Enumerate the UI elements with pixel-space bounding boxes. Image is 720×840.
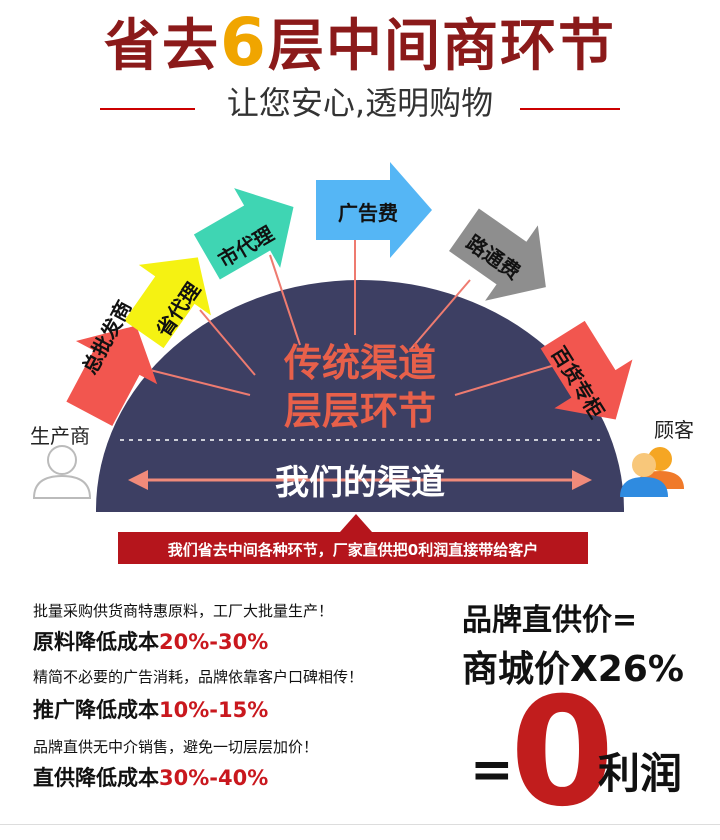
arrow-wholesaler bbox=[66, 325, 158, 427]
savings-desc-1: 批量采购供货商特惠原料，工厂大批量生产！ bbox=[33, 602, 334, 620]
arrow-provincial-agent bbox=[124, 257, 211, 349]
formula-line2: 商城价X26% bbox=[462, 649, 684, 690]
subtitle-wrap: 让您安心,透明购物 bbox=[100, 78, 620, 128]
traditional-line1: 传统渠道 bbox=[283, 341, 436, 385]
savings-pct-3: 30%-40% bbox=[159, 766, 269, 790]
arrow-city-agent bbox=[193, 188, 294, 280]
page-subtitle: 让您安心,透明购物 bbox=[226, 84, 494, 122]
dome bbox=[96, 280, 624, 512]
connector-lines bbox=[149, 240, 556, 396]
arrow-department-store bbox=[540, 320, 633, 420]
profit-label: 利润 bbox=[598, 749, 683, 798]
arrow-ad-fee bbox=[316, 162, 432, 258]
subtitle-divider-left bbox=[100, 108, 195, 110]
savings-line-3: 直供降低成本30%-40% bbox=[33, 766, 269, 790]
savings-pct-2: 10%-15% bbox=[159, 698, 269, 722]
producer-icon bbox=[32, 445, 92, 499]
savings-line-1: 原料降低成本20%-30% bbox=[33, 630, 269, 654]
title-number: 6 bbox=[220, 4, 268, 81]
our-channel-label: 我们的渠道 bbox=[275, 463, 445, 503]
savings-desc-3: 品牌直供无中介销售，避免一切层层加价！ bbox=[33, 738, 319, 756]
savings-pct-1: 20%-30% bbox=[159, 630, 269, 654]
producer-label: 生产商 bbox=[30, 424, 90, 448]
zero-figure: 0 bbox=[510, 666, 615, 840]
our-channel-arrow bbox=[128, 470, 592, 490]
subtitle-divider-right bbox=[520, 108, 620, 110]
savings-desc-2: 精简不必要的广告消耗，品牌依靠客户口碑相传！ bbox=[33, 668, 364, 686]
formula-line1: 品牌直供价= bbox=[462, 603, 638, 638]
arrow-label-ad-fee: 广告费 bbox=[338, 201, 398, 225]
traditional-line2: 层层环节 bbox=[283, 389, 436, 433]
bottom-divider bbox=[0, 824, 720, 825]
customer-label: 顾客 bbox=[654, 418, 694, 442]
banner-text: 我们省去中间各种环节，厂家直供把0利润直接带给客户 bbox=[167, 541, 539, 559]
page-title: 省去6层中间商环节 bbox=[104, 4, 616, 81]
formula-equals: = bbox=[470, 740, 514, 800]
customer-icon bbox=[620, 447, 684, 497]
arrow-road-fee bbox=[449, 208, 546, 301]
savings-line-2: 推广降低成本10%-15% bbox=[33, 698, 269, 722]
banner-bg bbox=[118, 532, 588, 564]
channel-diagram bbox=[32, 162, 684, 564]
banner-pointer bbox=[340, 514, 372, 532]
